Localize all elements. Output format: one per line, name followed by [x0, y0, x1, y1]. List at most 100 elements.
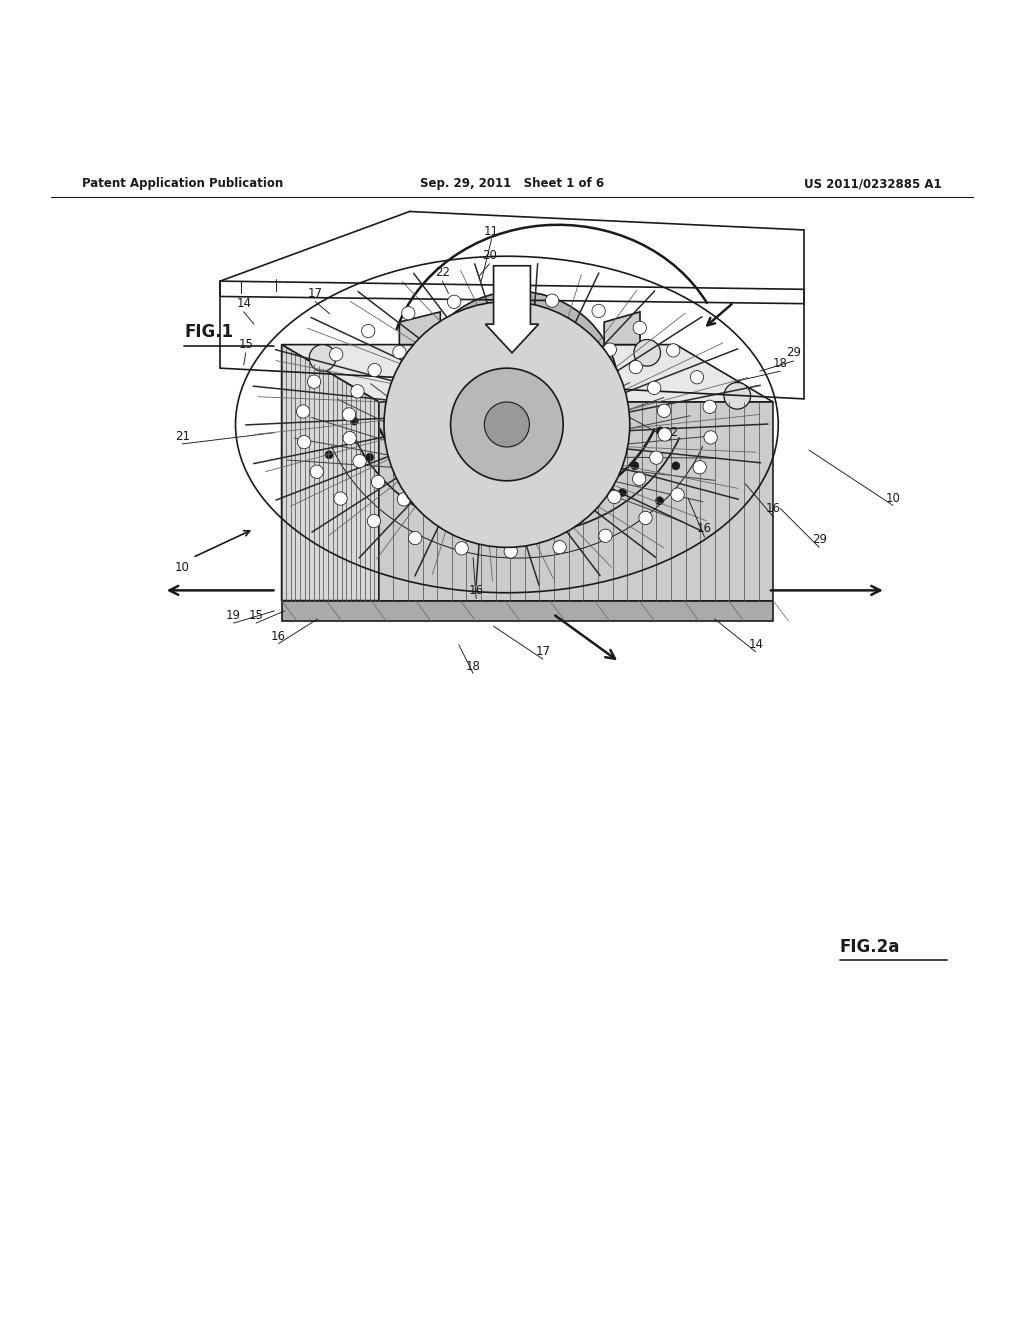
- Circle shape: [571, 330, 585, 343]
- Circle shape: [606, 409, 620, 422]
- Circle shape: [297, 405, 310, 418]
- Text: 16: 16: [469, 583, 483, 597]
- Circle shape: [409, 532, 422, 545]
- Text: FIG.1: FIG.1: [184, 323, 233, 342]
- Text: 19: 19: [226, 610, 241, 623]
- Circle shape: [393, 411, 407, 424]
- Circle shape: [549, 358, 562, 371]
- Circle shape: [724, 383, 751, 409]
- Circle shape: [393, 346, 407, 359]
- Circle shape: [590, 454, 603, 469]
- Circle shape: [528, 482, 542, 495]
- Circle shape: [350, 417, 358, 425]
- Circle shape: [582, 480, 590, 488]
- Circle shape: [411, 381, 424, 395]
- Circle shape: [585, 413, 593, 421]
- Circle shape: [656, 426, 665, 436]
- Text: 16: 16: [271, 630, 286, 643]
- Circle shape: [599, 529, 612, 543]
- Polygon shape: [399, 312, 440, 345]
- Circle shape: [639, 511, 652, 524]
- Circle shape: [401, 306, 415, 319]
- Circle shape: [472, 379, 480, 387]
- Circle shape: [546, 294, 559, 308]
- Polygon shape: [604, 312, 640, 345]
- Text: 22: 22: [435, 267, 450, 280]
- Circle shape: [618, 434, 627, 444]
- Text: 10: 10: [175, 561, 189, 574]
- Circle shape: [634, 339, 660, 366]
- Circle shape: [607, 425, 621, 438]
- Circle shape: [633, 321, 646, 334]
- Circle shape: [452, 478, 465, 491]
- Circle shape: [607, 490, 621, 503]
- Circle shape: [601, 441, 614, 454]
- Circle shape: [415, 292, 620, 496]
- Circle shape: [447, 296, 461, 309]
- Text: 12: 12: [503, 471, 517, 484]
- Circle shape: [703, 400, 717, 413]
- Circle shape: [361, 325, 375, 338]
- Circle shape: [368, 363, 381, 376]
- Text: 20: 20: [482, 249, 497, 261]
- Text: Patent Application Publication: Patent Application Publication: [82, 177, 284, 190]
- Circle shape: [690, 371, 703, 384]
- Text: 16: 16: [697, 523, 712, 536]
- Circle shape: [309, 345, 336, 371]
- Circle shape: [425, 408, 433, 416]
- Text: 29: 29: [786, 346, 801, 359]
- Circle shape: [592, 305, 605, 318]
- Circle shape: [325, 450, 333, 459]
- Circle shape: [455, 541, 468, 554]
- Circle shape: [655, 496, 664, 504]
- Circle shape: [394, 428, 408, 441]
- Circle shape: [497, 290, 510, 304]
- Circle shape: [353, 454, 367, 467]
- Circle shape: [693, 461, 707, 474]
- Circle shape: [372, 475, 385, 488]
- Circle shape: [330, 347, 343, 360]
- Circle shape: [600, 393, 613, 407]
- Circle shape: [400, 442, 414, 455]
- Circle shape: [503, 516, 516, 529]
- Text: 15: 15: [249, 610, 263, 623]
- Text: 11: 11: [484, 226, 499, 239]
- Text: 17: 17: [308, 286, 323, 300]
- Polygon shape: [282, 345, 379, 601]
- Polygon shape: [485, 265, 539, 352]
- Circle shape: [658, 428, 672, 441]
- Circle shape: [546, 381, 554, 389]
- Circle shape: [631, 462, 639, 470]
- Circle shape: [573, 467, 587, 480]
- Polygon shape: [282, 345, 773, 403]
- Circle shape: [430, 469, 443, 482]
- Circle shape: [618, 488, 627, 496]
- Circle shape: [449, 359, 462, 372]
- Text: US 2011/0232885 A1: US 2011/0232885 A1: [805, 177, 942, 190]
- Circle shape: [611, 399, 620, 407]
- Text: 17: 17: [536, 645, 550, 659]
- Circle shape: [535, 400, 543, 408]
- Text: 15: 15: [239, 338, 253, 351]
- Circle shape: [523, 418, 531, 428]
- Text: 16: 16: [766, 502, 780, 515]
- Circle shape: [460, 322, 473, 337]
- Circle shape: [476, 352, 558, 434]
- Circle shape: [603, 343, 616, 356]
- Circle shape: [558, 428, 566, 436]
- Circle shape: [484, 403, 529, 447]
- Circle shape: [541, 513, 554, 527]
- Circle shape: [671, 488, 684, 502]
- Circle shape: [498, 319, 511, 333]
- Circle shape: [427, 368, 440, 381]
- Circle shape: [504, 545, 517, 558]
- Circle shape: [536, 322, 549, 335]
- Circle shape: [342, 408, 355, 421]
- Circle shape: [399, 396, 413, 409]
- Circle shape: [465, 513, 478, 527]
- Circle shape: [447, 424, 456, 433]
- Text: 29: 29: [812, 533, 826, 545]
- Circle shape: [703, 430, 717, 444]
- Circle shape: [478, 399, 486, 407]
- Circle shape: [577, 504, 590, 517]
